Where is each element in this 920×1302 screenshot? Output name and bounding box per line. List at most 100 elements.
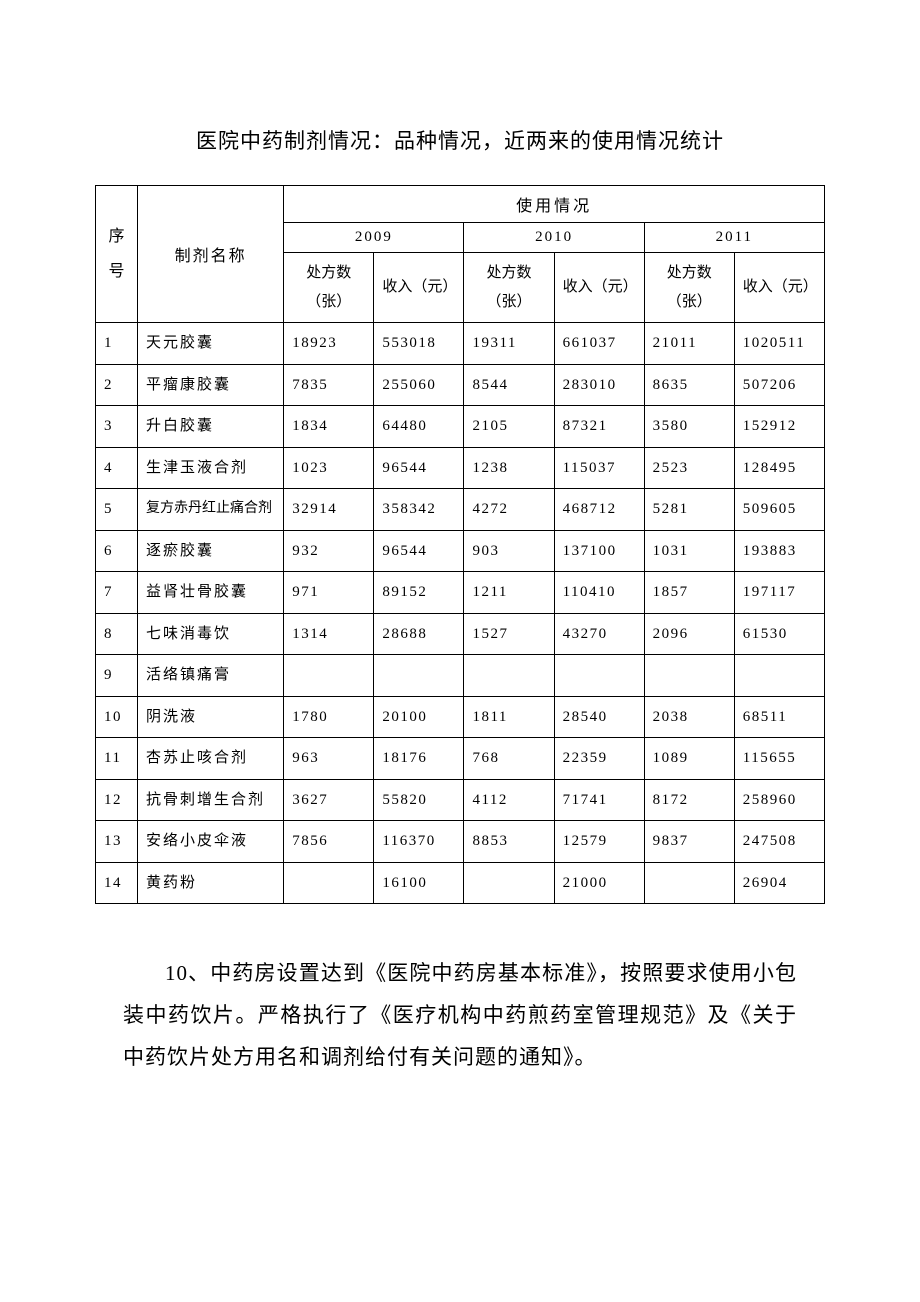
- td-2009-income: 64480: [374, 406, 464, 448]
- td-2011-rx: 8172: [644, 779, 734, 821]
- td-2011-income: 61530: [734, 613, 824, 655]
- td-seq: 3: [96, 406, 138, 448]
- td-2009-rx: 971: [284, 572, 374, 614]
- th-income-2009: 收入（元）: [374, 253, 464, 323]
- td-2010-rx: [464, 862, 554, 904]
- td-2010-income: 28540: [554, 696, 644, 738]
- table-row: 8七味消毒饮131428688152743270209661530: [96, 613, 825, 655]
- th-income-2011: 收入（元）: [734, 253, 824, 323]
- td-2011-income: 197117: [734, 572, 824, 614]
- td-seq: 14: [96, 862, 138, 904]
- td-2009-income: 55820: [374, 779, 464, 821]
- td-seq: 1: [96, 323, 138, 365]
- td-2011-rx: 9837: [644, 821, 734, 863]
- td-2010-income: 661037: [554, 323, 644, 365]
- table-row: 6逐瘀胶囊932965449031371001031193883: [96, 530, 825, 572]
- td-2011-rx: 21011: [644, 323, 734, 365]
- td-2009-income: 28688: [374, 613, 464, 655]
- td-2011-income: 258960: [734, 779, 824, 821]
- td-2009-rx: 932: [284, 530, 374, 572]
- td-2010-rx: 8544: [464, 364, 554, 406]
- td-name: 抗骨刺增生合剂: [138, 779, 284, 821]
- th-rx-2011: 处方数（张）: [644, 253, 734, 323]
- td-2009-income: 255060: [374, 364, 464, 406]
- td-2010-rx: 1811: [464, 696, 554, 738]
- td-name: 益肾壮骨胶囊: [138, 572, 284, 614]
- th-rx-2010: 处方数（张）: [464, 253, 554, 323]
- td-2009-rx: 18923: [284, 323, 374, 365]
- table-head: 序号 制剂名称 使用情况 2009 2010 2011 处方数（张） 收入（元）…: [96, 186, 825, 323]
- td-2011-rx: 5281: [644, 489, 734, 531]
- th-year-2011: 2011: [644, 223, 824, 253]
- td-seq: 7: [96, 572, 138, 614]
- td-2011-rx: 8635: [644, 364, 734, 406]
- td-name: 安络小皮伞液: [138, 821, 284, 863]
- td-2009-rx: 1834: [284, 406, 374, 448]
- td-2010-rx: 8853: [464, 821, 554, 863]
- td-2009-rx: 1314: [284, 613, 374, 655]
- td-2010-rx: 1211: [464, 572, 554, 614]
- td-2009-income: 20100: [374, 696, 464, 738]
- td-2011-income: 193883: [734, 530, 824, 572]
- td-name: 平瘤康胶囊: [138, 364, 284, 406]
- td-2009-income: [374, 655, 464, 697]
- td-seq: 13: [96, 821, 138, 863]
- td-seq: 5: [96, 489, 138, 531]
- td-name: 生津玉液合剂: [138, 447, 284, 489]
- td-2011-rx: 2038: [644, 696, 734, 738]
- td-2010-rx: 1527: [464, 613, 554, 655]
- td-2010-rx: 2105: [464, 406, 554, 448]
- body-paragraph: 10、中药房设置达到《医院中药房基本标准》，按照要求使用小包装中药饮片。严格执行…: [95, 952, 825, 1078]
- td-2011-income: 115655: [734, 738, 824, 780]
- td-seq: 10: [96, 696, 138, 738]
- table-row: 9活络镇痛膏: [96, 655, 825, 697]
- td-2009-rx: 1780: [284, 696, 374, 738]
- td-2011-income: 1020511: [734, 323, 824, 365]
- td-name: 七味消毒饮: [138, 613, 284, 655]
- td-2010-income: 110410: [554, 572, 644, 614]
- td-2011-income: 128495: [734, 447, 824, 489]
- td-2011-rx: 3580: [644, 406, 734, 448]
- page-title: 医院中药制剂情况：品种情况，近两来的使用情况统计: [95, 125, 825, 155]
- td-2009-income: 18176: [374, 738, 464, 780]
- td-2009-rx: 7856: [284, 821, 374, 863]
- td-2010-income: 283010: [554, 364, 644, 406]
- td-2011-income: 26904: [734, 862, 824, 904]
- td-seq: 2: [96, 364, 138, 406]
- td-2009-income: 358342: [374, 489, 464, 531]
- td-2010-income: 115037: [554, 447, 644, 489]
- td-2009-income: 96544: [374, 447, 464, 489]
- td-2011-rx: [644, 862, 734, 904]
- td-seq: 4: [96, 447, 138, 489]
- td-2010-income: [554, 655, 644, 697]
- td-2009-rx: [284, 862, 374, 904]
- td-2010-income: 12579: [554, 821, 644, 863]
- td-2011-rx: 1857: [644, 572, 734, 614]
- td-2010-rx: 903: [464, 530, 554, 572]
- td-2009-rx: 32914: [284, 489, 374, 531]
- td-name: 升白胶囊: [138, 406, 284, 448]
- td-2010-income: 21000: [554, 862, 644, 904]
- td-2010-income: 87321: [554, 406, 644, 448]
- td-seq: 12: [96, 779, 138, 821]
- td-name: 活络镇痛膏: [138, 655, 284, 697]
- td-2010-income: 71741: [554, 779, 644, 821]
- th-rx-2009: 处方数（张）: [284, 253, 374, 323]
- th-year-2009: 2009: [284, 223, 464, 253]
- td-seq: 6: [96, 530, 138, 572]
- td-2010-rx: 1238: [464, 447, 554, 489]
- td-2011-rx: 1089: [644, 738, 734, 780]
- td-2011-rx: [644, 655, 734, 697]
- td-2009-rx: 7835: [284, 364, 374, 406]
- td-2009-income: 553018: [374, 323, 464, 365]
- td-name: 复方赤丹红止痛合剂: [138, 489, 284, 531]
- td-2009-rx: 963: [284, 738, 374, 780]
- td-2011-income: [734, 655, 824, 697]
- td-name: 阴洗液: [138, 696, 284, 738]
- th-usage: 使用情况: [284, 186, 825, 223]
- td-2011-income: 247508: [734, 821, 824, 863]
- table-row: 12抗骨刺增生合剂3627558204112717418172258960: [96, 779, 825, 821]
- td-seq: 11: [96, 738, 138, 780]
- td-2010-rx: 768: [464, 738, 554, 780]
- table-row: 14黄药粉161002100026904: [96, 862, 825, 904]
